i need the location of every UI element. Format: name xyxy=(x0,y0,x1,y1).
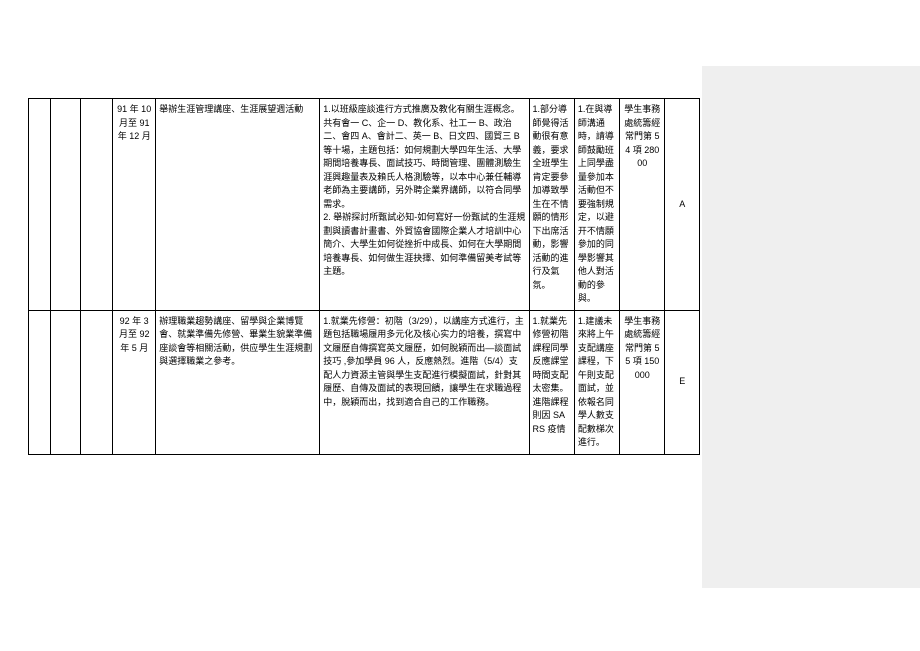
activity-table: 91 年 10 月至 91 年 12 月舉辦生涯管理講座、生涯展望週活動1.以班… xyxy=(28,98,700,455)
cell-grade: E xyxy=(665,310,700,454)
document-page: 91 年 10 月至 91 年 12 月舉辦生涯管理講座、生涯展望週活動1.以班… xyxy=(28,98,700,455)
table-row: 92 年 3 月至 92 年 5 月辦理職業趨勢講座、留學與企業博覽會、就業準備… xyxy=(29,310,700,454)
cell-budget: 學生事務處統籌經常門第 55 項 150000 xyxy=(620,310,665,454)
cell-c2 xyxy=(50,310,80,454)
cell-title: 舉辦生涯管理講座、生涯展望週活動 xyxy=(156,99,320,311)
cell-grade: A xyxy=(665,99,700,311)
cell-date: 92 年 3 月至 92 年 5 月 xyxy=(113,310,156,454)
cell-body: 1.以班級座談進行方式推廣及教化有關生涯概念。共有會一 C、企一 D、教化系、社… xyxy=(320,99,529,311)
cell-note1: 1.就業先修營初階課程同學反應課堂時間支配太密集。進階課程則因 SARS 疫情 xyxy=(529,310,574,454)
cell-budget: 學生事務處統籌經常門第 54 項 28000 xyxy=(620,99,665,311)
cell-note2: 1.建議未來將上午支配講座課程，下午則支配面試，並依報名同學人數支配數梯次進行。 xyxy=(574,310,619,454)
side-gray-panel xyxy=(702,66,920,588)
cell-c3 xyxy=(80,99,112,311)
table-row: 91 年 10 月至 91 年 12 月舉辦生涯管理講座、生涯展望週活動1.以班… xyxy=(29,99,700,311)
cell-note1: 1.部分導師覺得活動很有意義，要求全班學生肯定要參加導致學生在不情願的情形下出席… xyxy=(529,99,574,311)
cell-note2: 1.在與導師溝通時，請導師鼓勵班上同學盡量參加本活動但不要強制規定，以避开不情願… xyxy=(574,99,619,311)
cell-c2 xyxy=(50,99,80,311)
cell-c1 xyxy=(29,99,51,311)
cell-body: 1.就業先修營：初階（3/29），以講座方式進行，主題包括職場履用多元化及核心实… xyxy=(320,310,529,454)
cell-c1 xyxy=(29,310,51,454)
cell-c3 xyxy=(80,310,112,454)
cell-title: 辦理職業趨勢講座、留學與企業博覽會、就業準備先修營、畢業生貌業準備座談會等相關活… xyxy=(156,310,320,454)
cell-date: 91 年 10 月至 91 年 12 月 xyxy=(113,99,156,311)
